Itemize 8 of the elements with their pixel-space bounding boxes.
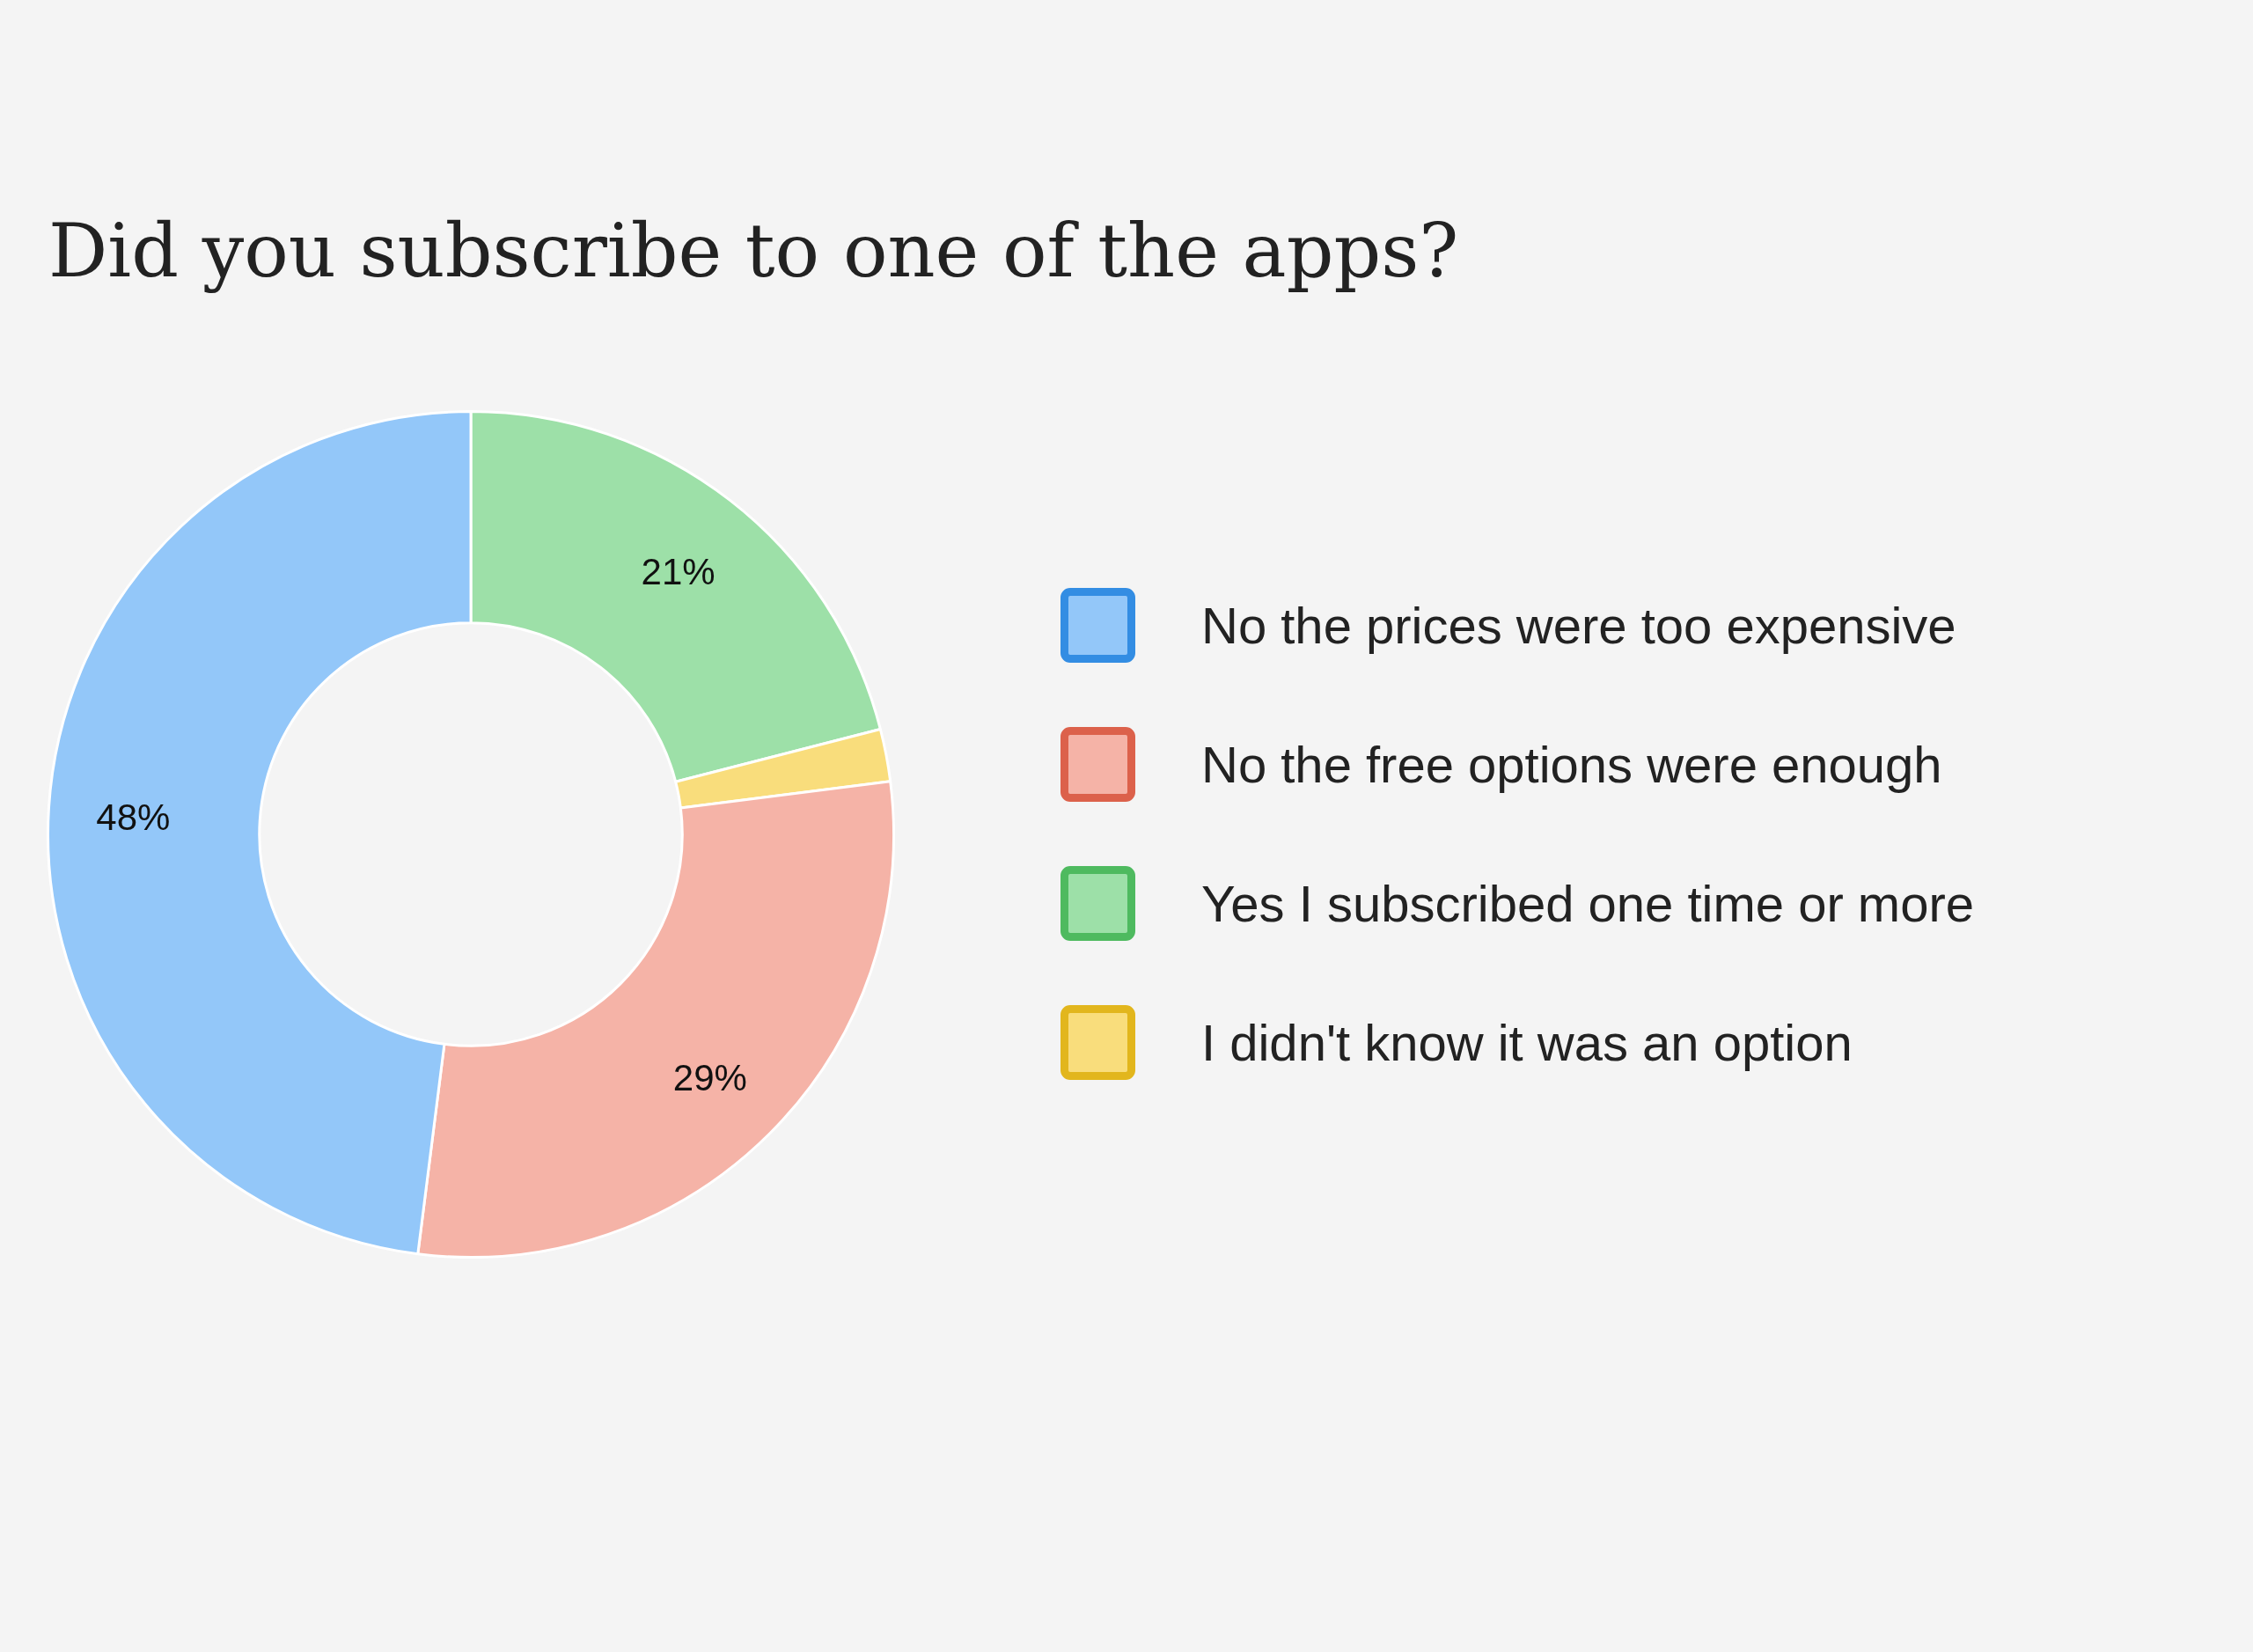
data-label: 48% — [96, 797, 171, 839]
legend-label: No the prices were too expensive — [1201, 596, 1956, 655]
chart-title: Did you subscribe to one of the apps? — [48, 208, 1459, 294]
legend-label: No the free options were enough — [1201, 735, 1942, 794]
legend-label: Yes I subscribed one time or more — [1201, 874, 1974, 933]
legend-label: I didn't know it was an option — [1201, 1013, 1853, 1072]
data-label: 21% — [641, 550, 716, 592]
data-label: 29% — [672, 1057, 747, 1099]
